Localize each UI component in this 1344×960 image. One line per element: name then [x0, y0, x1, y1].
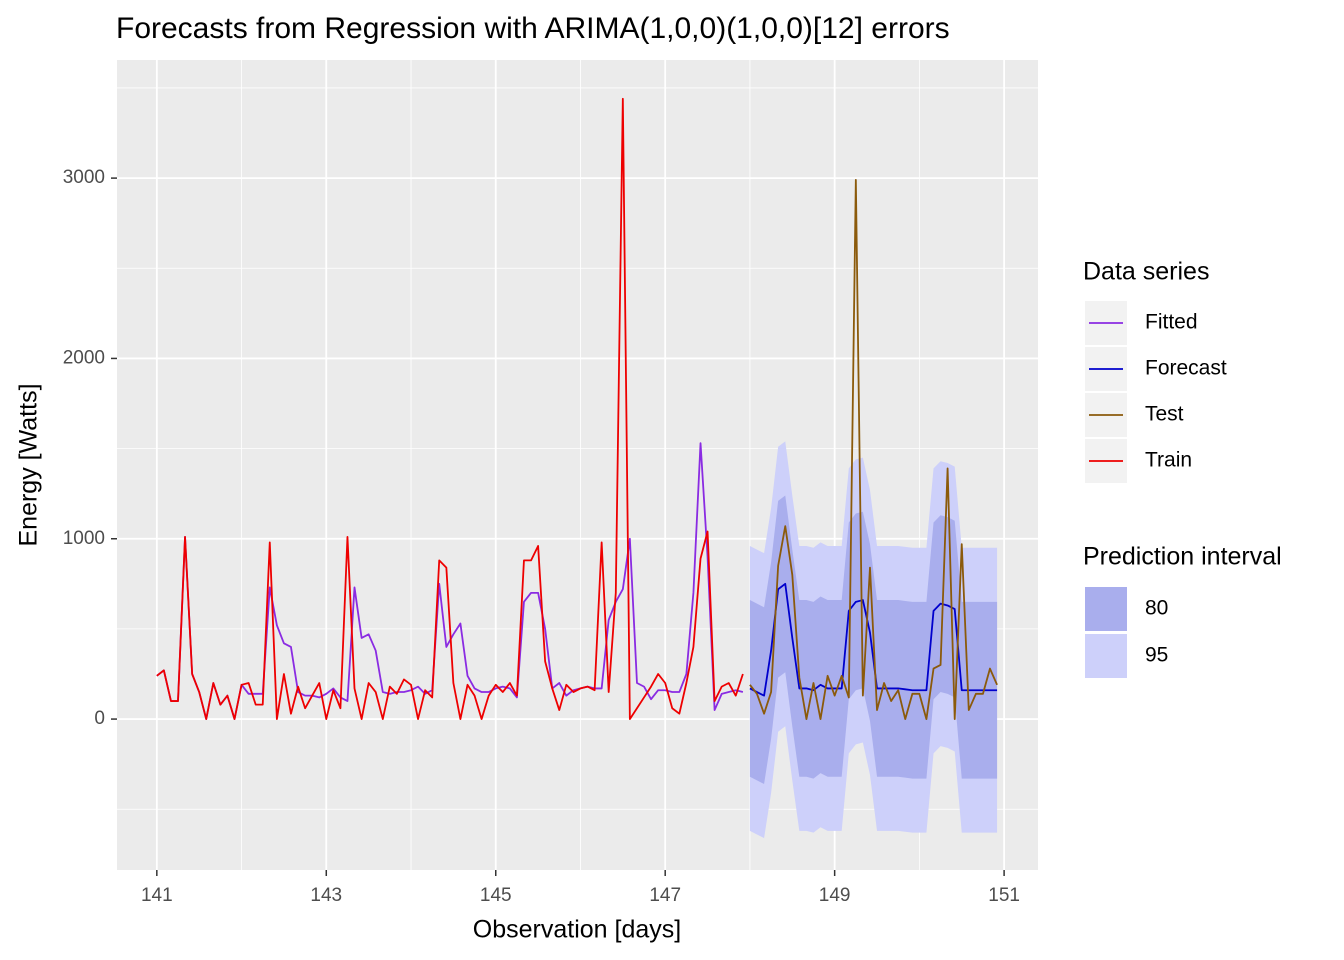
series-line	[156, 442, 744, 720]
x-tick-label: 145	[480, 885, 512, 906]
legend-swatch	[1085, 587, 1127, 631]
x-tick-label: 149	[819, 885, 851, 906]
legend: Data series Fitted Forecast Test Train Predic…	[1083, 258, 1282, 678]
y-tick-label: 3000	[63, 167, 105, 188]
grid	[117, 60, 1038, 870]
x-tick-label: 143	[310, 885, 342, 906]
legend-label: Test	[1145, 403, 1184, 426]
x-axis-label: Observation [days]	[473, 916, 681, 944]
axes: 141 143 145 147 149 151 0 1000 2000 3000	[63, 167, 1020, 906]
x-tick-label: 141	[141, 885, 173, 906]
lines	[156, 97, 998, 720]
y-tick-label: 1000	[63, 528, 105, 549]
legend-swatch	[1085, 634, 1127, 678]
x-tick-label: 147	[649, 885, 681, 906]
legend-title: Prediction interval	[1083, 543, 1282, 571]
series-line	[749, 179, 998, 720]
y-tick-label: 2000	[63, 347, 105, 368]
legend-label: Train	[1145, 449, 1192, 472]
legend-label: Fitted	[1145, 311, 1198, 334]
x-tick-label: 151	[988, 885, 1020, 906]
legend-title: Data series	[1083, 258, 1209, 286]
legend-label: Forecast	[1145, 357, 1227, 380]
series-line	[749, 582, 998, 697]
legend-label: 80	[1145, 597, 1168, 620]
y-tick-label: 0	[94, 708, 105, 729]
legend-label: 95	[1145, 644, 1168, 667]
chart-title: Forecasts from Regression with ARIMA(1,0…	[116, 12, 950, 45]
y-axis-label: Energy [Watts]	[15, 383, 43, 546]
series-line	[156, 97, 744, 720]
